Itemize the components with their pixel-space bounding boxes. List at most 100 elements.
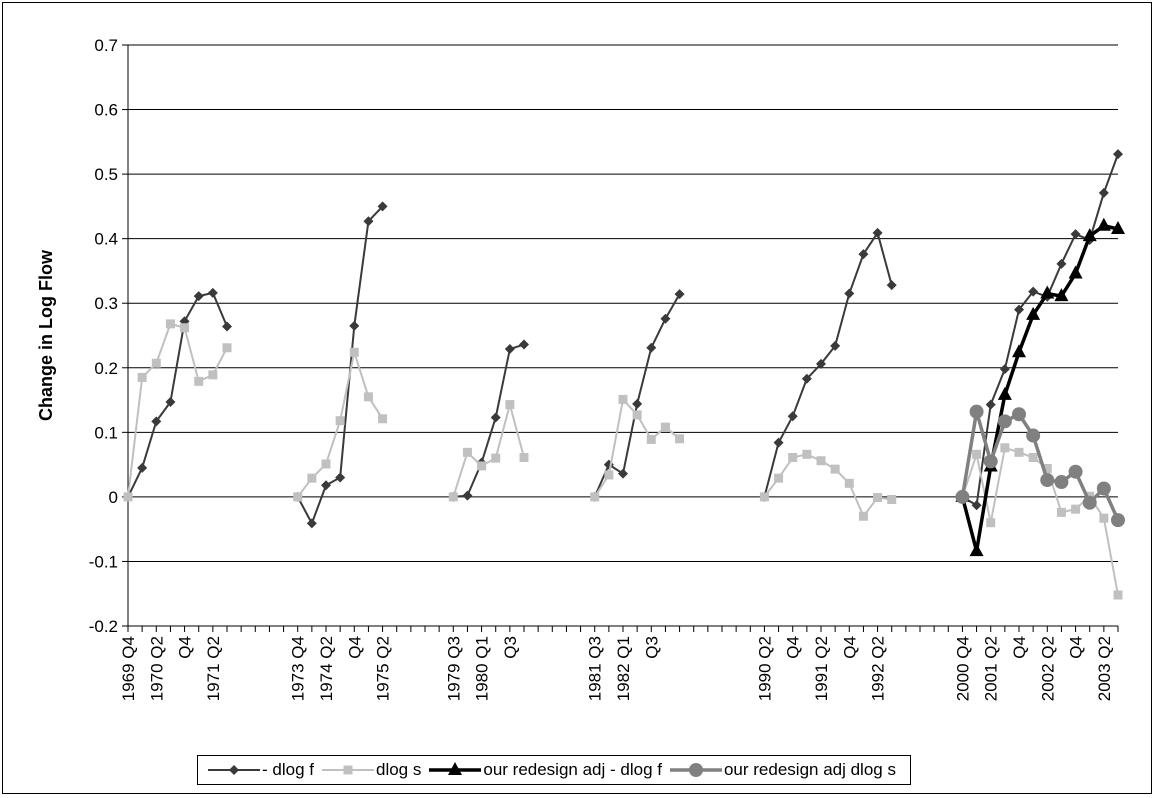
y-axis-title: Change in Log Flow — [36, 249, 56, 421]
legend-swatch — [669, 763, 722, 777]
data-point — [222, 321, 232, 332]
data-point — [801, 373, 812, 384]
data-point — [1099, 513, 1109, 523]
data-point — [646, 434, 656, 444]
data-point — [378, 414, 388, 424]
data-point — [321, 480, 331, 491]
legend-item: our redesign adj dlog s — [668, 760, 896, 780]
data-point — [660, 313, 671, 324]
series-dlog_s — [123, 319, 1123, 600]
x-tick-label: 2001 Q2 — [982, 636, 1001, 701]
x-tick-label: 1992 Q2 — [869, 636, 888, 701]
series-redesign_s — [955, 404, 1125, 528]
legend-label: our redesign adj - dlog f — [483, 760, 662, 779]
x-tick-label: Q4 — [1067, 636, 1086, 659]
y-tick-label: 0.3 — [94, 294, 118, 313]
data-point — [816, 358, 826, 369]
data-point — [1113, 590, 1123, 600]
legend-marker — [229, 765, 239, 775]
y-tick-label: 0.1 — [94, 423, 118, 442]
data-point — [787, 411, 798, 422]
x-tick-label: 1979 Q3 — [444, 636, 463, 701]
data-point — [969, 404, 984, 419]
data-point — [519, 339, 529, 350]
data-point — [207, 287, 218, 298]
x-tick-label: Q4 — [840, 636, 859, 659]
x-tick-label: Q4 — [1010, 636, 1029, 659]
data-point — [1068, 464, 1083, 479]
data-point — [660, 422, 670, 432]
data-point — [1040, 285, 1055, 299]
data-point — [1026, 428, 1041, 443]
data-point — [1113, 149, 1123, 160]
data-point — [193, 291, 204, 302]
data-point — [999, 364, 1010, 375]
legend-item: dlog s — [320, 760, 421, 780]
series-line — [961, 153, 1119, 507]
x-tick-label: Q3 — [642, 636, 661, 659]
data-point — [997, 414, 1012, 429]
data-point — [1000, 443, 1010, 453]
data-point — [1054, 475, 1069, 490]
data-point — [971, 500, 982, 511]
data-point — [448, 492, 458, 502]
data-point — [1012, 407, 1026, 422]
data-point — [293, 492, 303, 502]
data-point — [123, 492, 133, 502]
data-point — [165, 396, 176, 407]
data-point — [1026, 306, 1041, 320]
x-tick-label: 1982 Q1 — [614, 636, 633, 701]
data-point — [1014, 447, 1024, 457]
legend-marker — [448, 762, 463, 775]
data-point — [1111, 220, 1125, 234]
data-point — [985, 399, 996, 410]
x-tick-label: Q4 — [345, 636, 364, 659]
legend-swatch — [429, 762, 482, 775]
data-point — [972, 449, 982, 459]
data-point — [349, 347, 359, 357]
data-point — [1070, 229, 1081, 240]
x-tick-label: 2002 Q2 — [1038, 636, 1057, 701]
data-point — [1040, 473, 1055, 488]
x-tick-label: 1973 Q4 — [289, 636, 308, 701]
y-tick-label: 0.7 — [94, 36, 118, 55]
data-point — [1096, 217, 1111, 231]
data-point — [477, 461, 487, 471]
data-point — [858, 511, 868, 521]
data-point — [773, 437, 784, 448]
data-point — [490, 412, 501, 423]
data-point — [1111, 513, 1125, 528]
data-point — [858, 249, 869, 260]
x-tick-label: 1971 Q2 — [204, 636, 223, 701]
series-line — [452, 403, 525, 498]
data-point — [307, 473, 317, 483]
data-point — [873, 493, 883, 503]
data-point — [1014, 304, 1024, 315]
data-point — [955, 489, 970, 504]
data-point — [802, 449, 812, 459]
data-point — [632, 398, 643, 409]
data-point — [788, 453, 798, 463]
data-point — [194, 376, 204, 386]
data-point — [1082, 495, 1097, 510]
y-tick-label: 0.2 — [94, 359, 118, 378]
series-line — [763, 453, 892, 518]
y-tick-label: -0.1 — [89, 552, 118, 571]
data-point — [222, 343, 232, 353]
x-tick-label: Q4 — [784, 636, 803, 659]
x-tick-label: 2003 Q2 — [1095, 636, 1114, 701]
data-point — [816, 456, 826, 466]
x-tick-label: 1990 Q2 — [755, 636, 774, 701]
data-point — [886, 280, 897, 291]
legend-swatch — [208, 765, 260, 775]
data-point — [151, 358, 161, 368]
data-point — [335, 416, 345, 426]
x-tick-label: 1981 Q3 — [586, 636, 605, 701]
data-point — [1012, 344, 1026, 358]
data-point — [1071, 504, 1081, 514]
data-point — [675, 434, 685, 444]
data-point — [618, 468, 628, 479]
data-point — [519, 453, 529, 463]
